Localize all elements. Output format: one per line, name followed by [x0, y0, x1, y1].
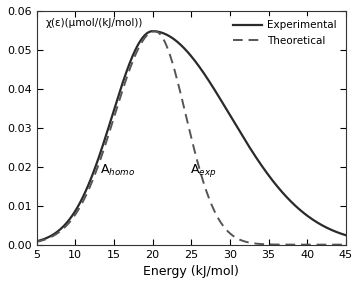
Legend: Experimental, Theoretical: Experimental, Theoretical: [229, 16, 341, 50]
Experimental: [335, 231, 339, 234]
Theoretical: [177, 85, 181, 89]
Experimental: [278, 188, 283, 192]
Experimental: [150, 29, 155, 33]
X-axis label: Energy (kJ/mol): Energy (kJ/mol): [143, 265, 239, 278]
Experimental: [344, 233, 348, 237]
Experimental: [50, 233, 54, 237]
Experimental: [335, 231, 339, 234]
Theoretical: [50, 235, 54, 238]
Theoretical: [335, 243, 339, 246]
Theoretical: [344, 243, 348, 246]
Theoretical: [278, 243, 283, 246]
Experimental: [185, 50, 189, 53]
Theoretical: [35, 240, 39, 244]
Experimental: [177, 42, 181, 45]
Experimental: [35, 240, 39, 243]
Text: χ(ε)(μmol/(kJ/mol)): χ(ε)(μmol/(kJ/mol)): [46, 18, 143, 28]
Theoretical: [185, 119, 189, 122]
Theoretical: [335, 243, 339, 246]
Line: Experimental: Experimental: [37, 31, 346, 241]
Text: A$_{exp}$: A$_{exp}$: [190, 162, 216, 179]
Line: Theoretical: Theoretical: [37, 31, 346, 245]
Theoretical: [153, 29, 157, 33]
Text: A$_{homo}$: A$_{homo}$: [100, 163, 135, 178]
